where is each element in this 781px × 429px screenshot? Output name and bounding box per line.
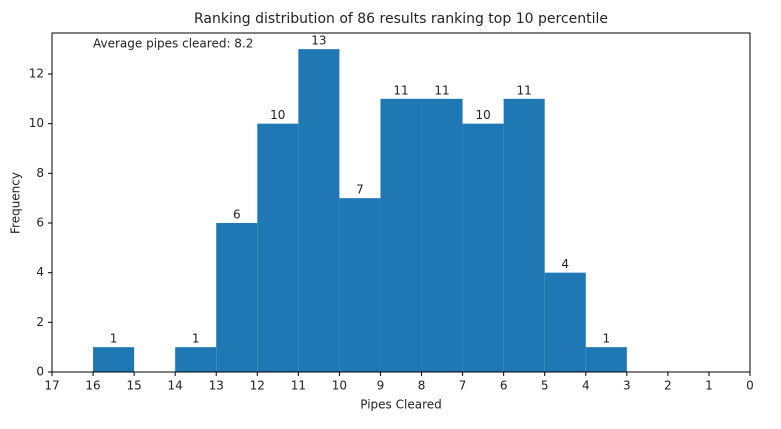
x-tick-label: 6 xyxy=(500,379,508,393)
y-tick-label: 4 xyxy=(36,265,44,279)
bar-label: 6 xyxy=(233,207,241,221)
y-axis-label: Frequency xyxy=(9,172,23,234)
bar-label: 13 xyxy=(311,34,326,48)
annotation: Average pipes cleared: 8.2 xyxy=(93,37,253,51)
x-tick-label: 8 xyxy=(418,379,426,393)
bar-label: 11 xyxy=(393,83,408,97)
x-tick-label: 5 xyxy=(541,379,549,393)
bar xyxy=(462,123,504,373)
bar xyxy=(380,98,422,373)
x-tick-label: 17 xyxy=(44,379,59,393)
x-tick-label: 16 xyxy=(85,379,100,393)
y-tick-label: 2 xyxy=(36,315,44,329)
x-tick-label: 2 xyxy=(664,379,672,393)
bar xyxy=(257,123,299,373)
x-tick-label: 15 xyxy=(126,379,141,393)
bar xyxy=(544,272,586,372)
bar xyxy=(298,49,340,373)
bar-label: 11 xyxy=(517,83,532,97)
bar xyxy=(503,98,545,373)
bar xyxy=(339,198,381,372)
bar-label: 10 xyxy=(270,108,285,122)
chart-title: Ranking distribution of 86 results ranki… xyxy=(194,11,608,27)
bar-label: 11 xyxy=(434,83,449,97)
y-tick-label: 0 xyxy=(36,365,44,379)
y-tick-label: 10 xyxy=(29,116,44,130)
x-tick-label: 1 xyxy=(705,379,713,393)
x-tick-label: 4 xyxy=(582,379,590,393)
x-tick-label: 13 xyxy=(209,379,224,393)
y-tick-label: 6 xyxy=(36,215,44,229)
x-tick-label: 11 xyxy=(291,379,306,393)
x-tick-label: 10 xyxy=(332,379,347,393)
bar-label: 7 xyxy=(356,183,364,197)
bar xyxy=(175,347,217,372)
x-tick-label: 14 xyxy=(168,379,183,393)
x-tick-label: 9 xyxy=(377,379,385,393)
bar xyxy=(421,98,463,373)
x-tick-label: 3 xyxy=(623,379,631,393)
bar-label: 4 xyxy=(561,257,569,271)
bar-label: 1 xyxy=(602,332,610,346)
y-tick-label: 8 xyxy=(36,166,44,180)
bar xyxy=(216,222,258,372)
bar xyxy=(93,347,135,372)
x-tick-label: 0 xyxy=(746,379,754,393)
x-tick-label: 7 xyxy=(459,379,467,393)
bar xyxy=(585,347,627,372)
bar-label: 1 xyxy=(110,332,118,346)
y-tick-label: 12 xyxy=(29,66,44,80)
plot-frame xyxy=(51,32,751,373)
x-axis-label: Pipes Cleared xyxy=(360,398,442,412)
x-tick-label: 12 xyxy=(250,379,265,393)
bar-label: 1 xyxy=(192,332,200,346)
bar-label: 10 xyxy=(475,108,490,122)
